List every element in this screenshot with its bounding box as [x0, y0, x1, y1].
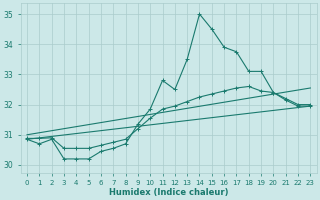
X-axis label: Humidex (Indice chaleur): Humidex (Indice chaleur) — [109, 188, 228, 197]
